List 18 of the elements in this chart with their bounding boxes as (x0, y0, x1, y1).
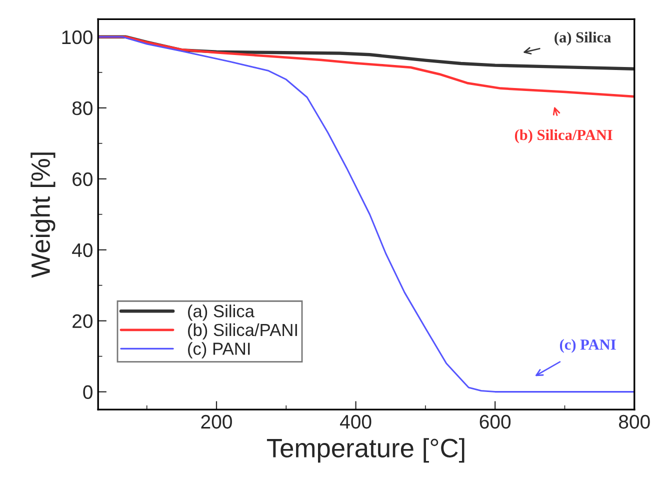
y-tick-label: 20 (72, 314, 92, 328)
x-tick-label: 600 (480, 414, 511, 429)
y-tick-label: 60 (72, 172, 92, 186)
annotation: (c) PANI (560, 338, 616, 353)
x-tick-label: 400 (340, 414, 372, 429)
annotation: (b) Silica/PANI (514, 129, 612, 144)
y-tick-label: 80 (72, 101, 92, 116)
annotation: (a) Silica (554, 32, 611, 46)
y-tick-label: 100 (62, 30, 92, 44)
x-axis-title: Temperature [°C] (266, 438, 464, 463)
y-tick-label: 0 (83, 385, 92, 400)
legend-label: (a) Silica (188, 304, 254, 321)
y-tick-label: 40 (72, 243, 92, 258)
x-tick-label: 800 (619, 414, 650, 429)
legend-label: (b) Silica/PANI (188, 323, 297, 340)
y-axis-title: Weight [%] (30, 152, 56, 278)
x-tick-label: 200 (201, 414, 232, 429)
legend-label: (c) PANI (188, 342, 250, 358)
